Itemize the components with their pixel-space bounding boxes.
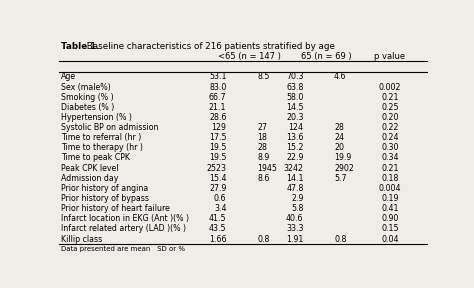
Text: 129: 129 [211, 123, 227, 132]
Text: 0.19: 0.19 [381, 194, 399, 203]
Text: 0.8: 0.8 [334, 234, 346, 244]
Text: 0.20: 0.20 [381, 113, 399, 122]
Text: 1945: 1945 [258, 164, 277, 173]
Text: Sex (male%): Sex (male%) [61, 83, 111, 92]
Text: 13.6: 13.6 [286, 133, 303, 142]
Text: 70.3: 70.3 [286, 72, 303, 82]
Text: 124: 124 [289, 123, 303, 132]
Text: Prior history of heart failure: Prior history of heart failure [61, 204, 170, 213]
Text: 5.7: 5.7 [334, 174, 346, 183]
Text: 5.8: 5.8 [291, 204, 303, 213]
Text: 20: 20 [334, 143, 344, 152]
Text: 27: 27 [258, 123, 268, 132]
Text: 19.9: 19.9 [334, 154, 351, 162]
Text: 4.6: 4.6 [334, 72, 346, 82]
Text: 63.8: 63.8 [286, 83, 303, 92]
Text: 28: 28 [258, 143, 267, 152]
Text: 18: 18 [258, 133, 267, 142]
Text: 28.6: 28.6 [209, 113, 227, 122]
Text: 0.6: 0.6 [214, 194, 227, 203]
Text: 33.3: 33.3 [286, 224, 303, 233]
Text: 24: 24 [334, 133, 344, 142]
Text: 83.0: 83.0 [209, 83, 227, 92]
Text: 66.7: 66.7 [209, 93, 227, 102]
Text: 22.9: 22.9 [286, 154, 303, 162]
Text: 0.22: 0.22 [381, 123, 399, 132]
Text: 14.1: 14.1 [286, 174, 303, 183]
Text: 21.1: 21.1 [209, 103, 227, 112]
Text: Infarct related artery (LAD )(% ): Infarct related artery (LAD )(% ) [61, 224, 186, 233]
Text: Age: Age [61, 72, 76, 82]
Text: Data presented are mean   SD or %: Data presented are mean SD or % [61, 246, 185, 252]
Text: 0.21: 0.21 [381, 164, 399, 173]
Text: Prior history of bypass: Prior history of bypass [61, 194, 149, 203]
Text: Time to referral (hr ): Time to referral (hr ) [61, 133, 141, 142]
Text: 65 (n = 69 ): 65 (n = 69 ) [301, 52, 351, 61]
Text: 20.3: 20.3 [286, 113, 303, 122]
Text: Time to peak CPK: Time to peak CPK [61, 154, 130, 162]
Text: 0.25: 0.25 [381, 103, 399, 112]
Text: Table 1.: Table 1. [61, 42, 100, 51]
Text: Time to therapy (hr ): Time to therapy (hr ) [61, 143, 143, 152]
Text: 41.5: 41.5 [209, 214, 227, 223]
Text: 0.34: 0.34 [381, 154, 399, 162]
Text: 15.4: 15.4 [209, 174, 227, 183]
Text: 19.5: 19.5 [209, 154, 227, 162]
Text: Smoking (% ): Smoking (% ) [61, 93, 114, 102]
Text: 15.2: 15.2 [286, 143, 303, 152]
Text: Infarct location in EKG (Ant )(% ): Infarct location in EKG (Ant )(% ) [61, 214, 189, 223]
Text: 2.9: 2.9 [291, 194, 303, 203]
Text: 0.90: 0.90 [381, 214, 399, 223]
Text: Baseline characteristics of 216 patients stratified by age: Baseline characteristics of 216 patients… [84, 42, 335, 51]
Text: 0.002: 0.002 [379, 83, 401, 92]
Text: Admission day: Admission day [61, 174, 118, 183]
Text: 3242: 3242 [283, 164, 303, 173]
Text: Killip class: Killip class [61, 234, 102, 244]
Text: 47.8: 47.8 [286, 184, 303, 193]
Text: 58.0: 58.0 [286, 93, 303, 102]
Text: Diabetes (% ): Diabetes (% ) [61, 103, 114, 112]
Text: Peak CPK level: Peak CPK level [61, 164, 118, 173]
Text: 0.18: 0.18 [381, 174, 399, 183]
Text: 0.15: 0.15 [381, 224, 399, 233]
Text: 43.5: 43.5 [209, 224, 227, 233]
Text: 2902: 2902 [334, 164, 354, 173]
Text: 1.91: 1.91 [286, 234, 303, 244]
Text: 17.5: 17.5 [209, 133, 227, 142]
Text: 0.24: 0.24 [381, 133, 399, 142]
Text: 19.5: 19.5 [209, 143, 227, 152]
Text: 8.5: 8.5 [258, 72, 270, 82]
Text: 40.6: 40.6 [286, 214, 303, 223]
Text: 0.004: 0.004 [379, 184, 401, 193]
Text: 0.21: 0.21 [381, 93, 399, 102]
Text: Hypertension (% ): Hypertension (% ) [61, 113, 132, 122]
Text: 53.1: 53.1 [209, 72, 227, 82]
Text: 3.4: 3.4 [214, 204, 227, 213]
Text: <65 (n = 147 ): <65 (n = 147 ) [218, 52, 281, 61]
Text: 0.41: 0.41 [381, 204, 399, 213]
Text: p value: p value [374, 52, 405, 61]
Text: 2523: 2523 [206, 164, 227, 173]
Text: 27.9: 27.9 [209, 184, 227, 193]
Text: 0.8: 0.8 [258, 234, 270, 244]
Text: 8.9: 8.9 [258, 154, 270, 162]
Text: Systolic BP on admission: Systolic BP on admission [61, 123, 159, 132]
Text: 0.04: 0.04 [381, 234, 399, 244]
Text: 1.66: 1.66 [209, 234, 227, 244]
Text: 28: 28 [334, 123, 344, 132]
Text: 0.30: 0.30 [381, 143, 399, 152]
Text: 8.6: 8.6 [258, 174, 270, 183]
Text: Prior history of angina: Prior history of angina [61, 184, 148, 193]
Text: 14.5: 14.5 [286, 103, 303, 112]
